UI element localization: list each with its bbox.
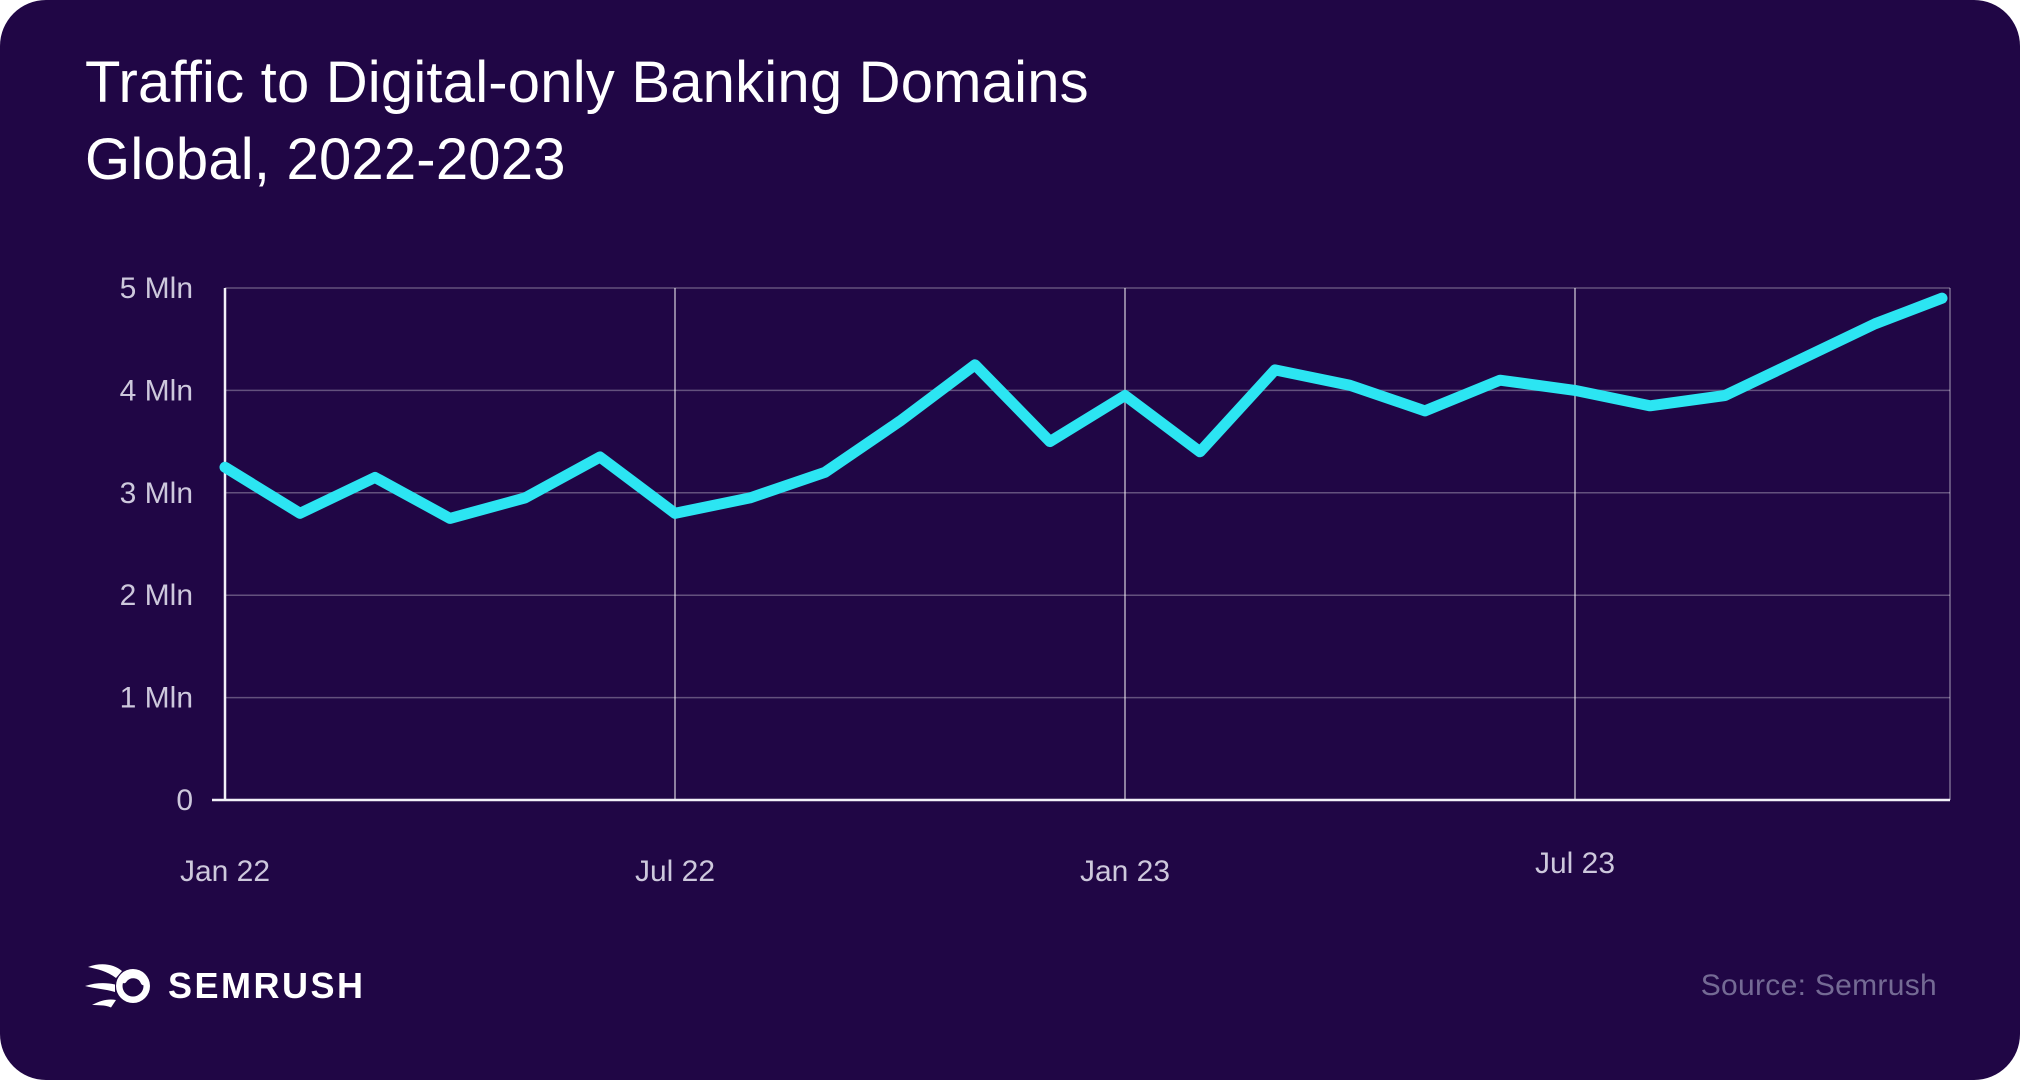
y-tick-label: 2 Mln: [120, 579, 193, 612]
traffic-line: [219, 292, 1948, 524]
x-tick-label: Jan 22: [180, 855, 270, 888]
semrush-logo-text: SEMRUSH: [168, 965, 366, 1006]
footer: SEMRUSH Source: Semrush: [85, 962, 1937, 1010]
y-tick-label: 3 Mln: [120, 477, 193, 510]
y-tick-label: 1 Mln: [120, 682, 193, 715]
source-attribution: Source: Semrush: [1700, 969, 1937, 1002]
x-tick-label: Jan 23: [1080, 855, 1170, 888]
x-tick-label: Jul 23: [1535, 847, 1615, 880]
title-line-1: Traffic to Digital-only Banking Domains: [85, 50, 1089, 115]
y-tick-label: 5 Mln: [120, 272, 193, 305]
y-tick-label: 0: [176, 784, 193, 817]
semrush-comet-icon: [85, 964, 150, 1008]
y-tick-label: 4 Mln: [120, 374, 193, 407]
semrush-logo: SEMRUSH: [85, 962, 366, 1010]
title-line-2: Global, 2022-2023: [85, 127, 566, 192]
x-tick-label: Jul 22: [635, 855, 715, 888]
chart-title: Traffic to Digital-only Banking Domains G…: [85, 44, 1089, 198]
